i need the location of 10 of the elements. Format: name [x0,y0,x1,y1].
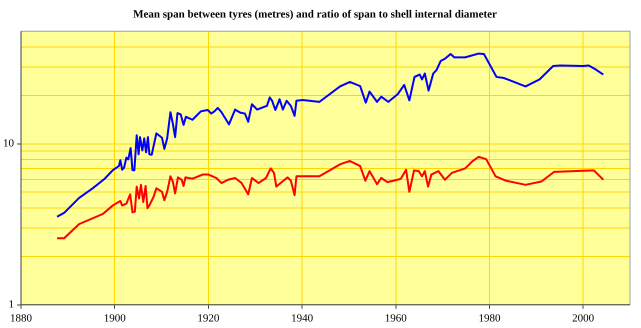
x-tick-label: 1880 [10,312,32,324]
x-tick-label: 2000 [572,312,595,324]
y-tick-label: 10 [3,138,14,150]
y-tick-label: 1 [8,298,14,311]
x-tick-label: 1920 [197,312,220,324]
x-tick-label: 1940 [291,312,314,324]
x-tick-label: 1980 [478,312,501,324]
x-tick-label: 1900 [104,312,126,324]
chart-title: Mean span between tyres (metres) and ratio of span to shell internal diameter [133,8,497,20]
x-tick-label: 1960 [384,312,408,324]
